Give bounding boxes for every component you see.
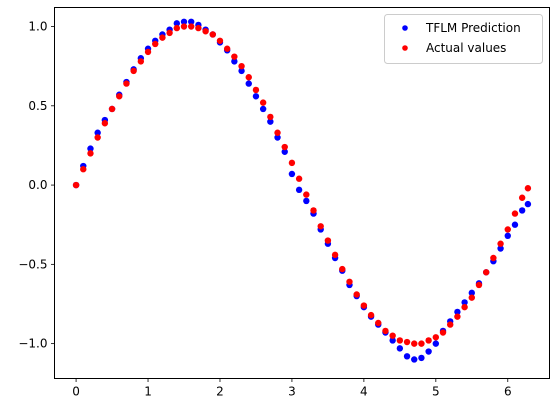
data-point [102, 120, 108, 126]
data-point [253, 87, 259, 93]
data-point [260, 99, 266, 105]
data-point [253, 93, 259, 99]
data-point [325, 237, 331, 243]
data-point [123, 80, 129, 86]
data-point [217, 38, 223, 44]
data-point [404, 339, 410, 345]
data-point [145, 49, 151, 55]
y-tick-label: −0.5 [18, 257, 47, 271]
data-point [447, 321, 453, 327]
data-point [525, 185, 531, 191]
data-point [109, 106, 115, 112]
legend-label-tflm-prediction: TFLM Prediction [425, 21, 521, 35]
data-point [152, 41, 158, 47]
x-tick-label: 5 [432, 385, 440, 399]
data-point [289, 171, 295, 177]
x-tick-label: 4 [360, 385, 368, 399]
data-point [260, 106, 266, 112]
data-point [425, 348, 431, 354]
data-point [174, 25, 180, 31]
data-point [418, 340, 424, 346]
data-point [368, 312, 374, 318]
data-point [116, 93, 122, 99]
data-point [138, 58, 144, 64]
data-point [303, 191, 309, 197]
y-tick-label: 1.0 [28, 20, 47, 34]
data-point [397, 337, 403, 343]
y-tick-label: −1.0 [18, 337, 47, 351]
data-point [353, 291, 359, 297]
data-point [382, 328, 388, 334]
x-tick-label: 0 [72, 385, 80, 399]
data-point [469, 294, 475, 300]
data-point [282, 144, 288, 150]
data-point [339, 266, 345, 272]
data-point [346, 279, 352, 285]
data-point [425, 337, 431, 343]
legend-label-actual-values: Actual values [426, 41, 506, 55]
data-point [210, 31, 216, 37]
data-point [224, 46, 230, 52]
data-point [130, 68, 136, 74]
data-point [181, 23, 187, 29]
data-point [195, 25, 201, 31]
data-point [87, 150, 93, 156]
data-point [497, 241, 503, 247]
data-point [267, 114, 273, 120]
y-tick-label: 0.5 [28, 99, 47, 113]
data-point [296, 187, 302, 193]
legend: TFLM Prediction Actual values [385, 15, 543, 64]
data-point [231, 53, 237, 59]
data-point [411, 340, 417, 346]
data-point [418, 355, 424, 361]
data-point [519, 207, 525, 213]
y-tick-label: 0.0 [28, 178, 47, 192]
x-tick-label: 1 [144, 385, 152, 399]
data-point [512, 222, 518, 228]
data-point [404, 353, 410, 359]
data-point [454, 313, 460, 319]
data-point [375, 320, 381, 326]
data-point [303, 198, 309, 204]
data-point [188, 23, 194, 29]
data-point [512, 210, 518, 216]
data-point [166, 30, 172, 36]
legend-marker-tflm-prediction [402, 25, 408, 31]
data-point [461, 304, 467, 310]
data-point [296, 176, 302, 182]
data-point [411, 356, 417, 362]
data-point [361, 302, 367, 308]
data-point [332, 252, 338, 258]
data-point [289, 160, 295, 166]
data-point [505, 233, 511, 239]
data-point [476, 282, 482, 288]
data-point [80, 166, 86, 172]
data-point [525, 201, 531, 207]
data-point [310, 207, 316, 213]
x-tick-label: 6 [504, 385, 512, 399]
data-point [73, 182, 79, 188]
data-point [159, 34, 165, 40]
data-point [246, 80, 252, 86]
data-point [397, 345, 403, 351]
data-point [238, 63, 244, 69]
legend-marker-actual-values [402, 45, 408, 51]
data-point [483, 269, 489, 275]
data-point [433, 334, 439, 340]
data-point [490, 255, 496, 261]
data-point [94, 134, 100, 140]
data-point [389, 332, 395, 338]
data-point [246, 74, 252, 80]
data-point [519, 195, 525, 201]
data-point [274, 130, 280, 136]
data-point [202, 28, 208, 34]
data-point [440, 329, 446, 335]
x-tick-label: 2 [216, 385, 224, 399]
data-point [433, 340, 439, 346]
data-point [318, 223, 324, 229]
data-point [505, 226, 511, 232]
x-tick-label: 3 [288, 385, 296, 399]
